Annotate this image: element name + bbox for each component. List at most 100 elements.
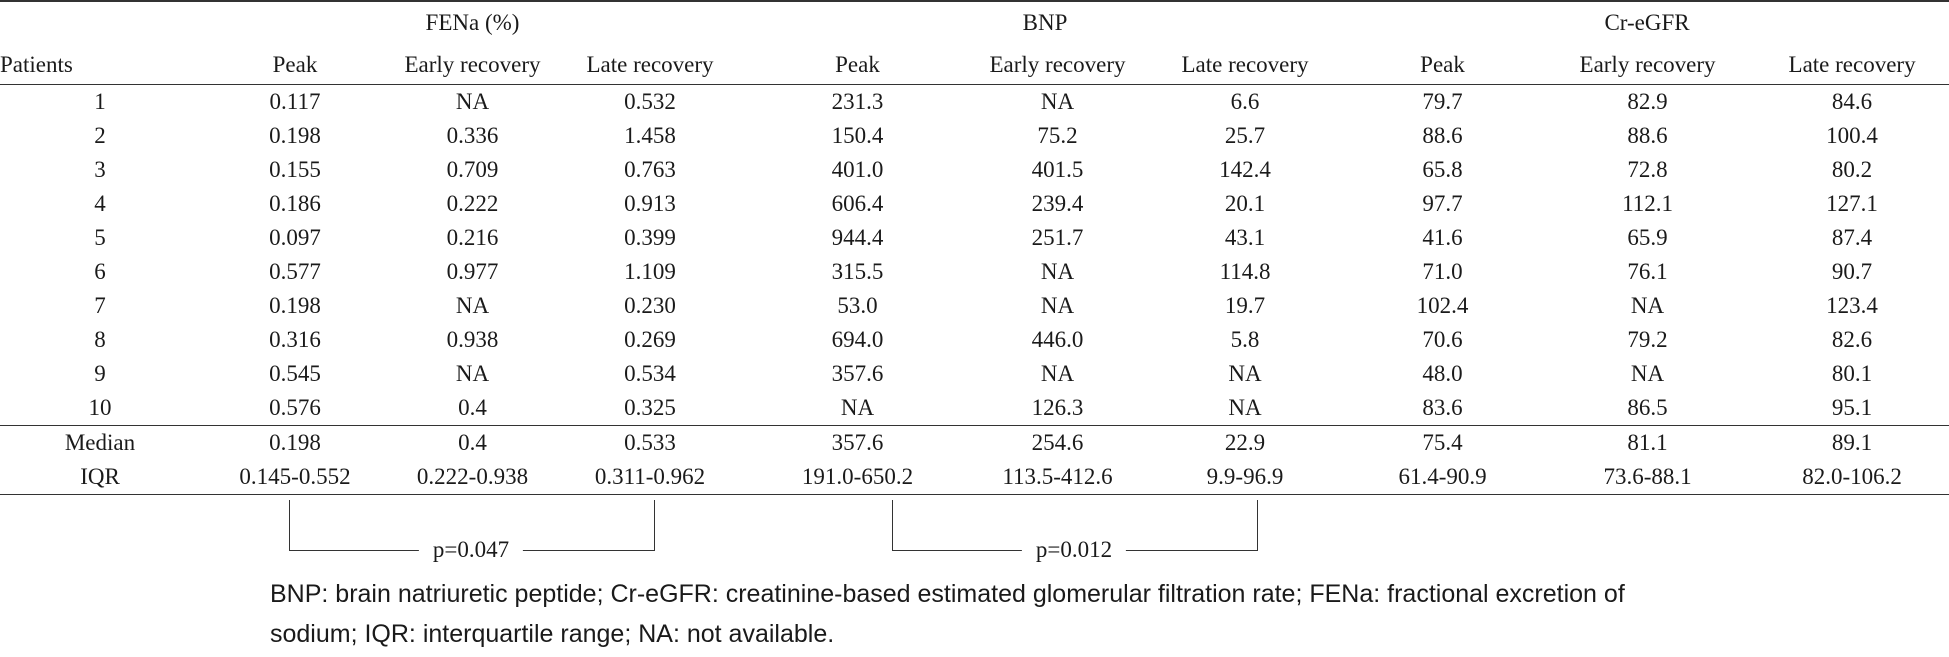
patient-number: 10 [88,395,112,420]
group-header-cregfr: Cr-eGFR [1604,10,1690,35]
cell-cregfr-late: 95.1 [1831,395,1873,420]
subheader-fena-late: Late recovery [555,46,745,85]
cell-bnp-early: NA [1040,89,1075,114]
stat-bnp-peak: 191.0-650.2 [745,460,970,495]
cell-cregfr-late: 84.6 [1831,89,1873,114]
stat-bnp-late: 9.9-96.9 [1145,460,1346,495]
cell-bnp-early: NA [1040,293,1075,318]
cell-cregfr-early: 86.5 [1627,395,1668,420]
cell-bnp-late: NA [1228,361,1262,386]
cell-fena-late: 0.269 [624,327,676,352]
cell-fena-peak: 0.198 [269,123,321,148]
cell-fena-early: 0.938 [446,327,499,352]
patient-number: 6 [94,259,106,284]
cell-cregfr-late: 100.4 [1826,123,1878,148]
cell-cregfr-peak: 48.0 [1422,361,1463,386]
stat-fena-peak: 0.145-0.552 [200,460,390,495]
stat-row: IQR 0.145-0.552 0.222-0.938 0.311-0.962 191.… [0,460,1949,495]
cell-cregfr-late: 127.1 [1826,191,1878,216]
cell-cregfr-early: 65.9 [1627,225,1668,250]
group-header-bnp: BNP [1022,10,1068,35]
cell-fena-early: NA [455,89,490,114]
cell-cregfr-peak: 83.6 [1422,395,1463,420]
cell-fena-peak: 0.198 [269,293,321,318]
cell-fena-peak: 0.097 [269,225,321,250]
patient-number: 7 [94,293,106,318]
cell-fena-peak: 0.117 [269,89,321,114]
cell-cregfr-peak: 88.6 [1422,123,1463,148]
cell-fena-peak: 0.155 [269,157,321,182]
cell-cregfr-early: 82.9 [1627,89,1668,114]
stat-bnp-late: 22.9 [1145,425,1346,460]
cell-fena-early: 0.709 [446,157,499,182]
cell-fena-early: 0.4 [458,395,487,420]
cell-bnp-early: 126.3 [1031,395,1084,420]
subheader-fena-peak: Peak [200,46,390,85]
cell-bnp-peak: NA [840,395,875,420]
stat-cregfr-peak: 61.4-90.9 [1345,460,1541,495]
cell-bnp-peak: 401.0 [831,157,884,182]
subheader-cregfr-early: Early recovery [1540,46,1756,85]
stat-label: IQR [0,460,200,495]
cell-cregfr-late: 80.2 [1831,157,1873,182]
cell-fena-early: NA [455,293,490,318]
cell-bnp-peak: 606.4 [831,191,884,216]
cell-bnp-early: 251.7 [1031,225,1084,250]
cell-bnp-early: 75.2 [1037,123,1078,148]
table-row: 9 0.545 NA 0.534 357.6 NA NA 48.0 NA 80.1 [0,357,1949,391]
subheader-fena-early: Early recovery [390,46,555,85]
cell-bnp-late: 5.8 [1230,327,1260,352]
table-row: 4 0.186 0.222 0.913 606.4 239.4 20.1 97.7 112.1 1… [0,187,1949,221]
patient-number: 8 [94,327,106,352]
table-row: 3 0.155 0.709 0.763 401.0 401.5 142.4 65.8 72.8 8… [0,153,1949,187]
cell-bnp-peak: 150.4 [831,123,884,148]
patient-number: 1 [94,89,106,114]
stat-cregfr-peak: 75.4 [1345,425,1541,460]
cell-cregfr-late: 90.7 [1831,259,1873,284]
cell-cregfr-peak: 71.0 [1422,259,1463,284]
subheader-cregfr-late: Late recovery [1755,46,1949,85]
cell-fena-early: NA [455,361,490,386]
cell-fena-late: 1.109 [624,259,676,284]
patient-number: 2 [94,123,106,148]
cell-fena-late: 0.913 [624,191,676,216]
cell-cregfr-peak: 97.7 [1422,191,1463,216]
cell-fena-early: 0.216 [446,225,499,250]
cell-fena-late: 0.230 [624,293,676,318]
cell-bnp-late: 6.6 [1230,89,1260,114]
table-footnote: BNP: brain natriuretic peptide; Cr-eGFR:… [270,580,1625,648]
cell-cregfr-peak: 41.6 [1422,225,1463,250]
cell-bnp-early: NA [1040,361,1075,386]
cell-bnp-late: 43.1 [1224,225,1266,250]
results-table: FENa (%) BNP Cr-eGFR Patients Peak Early… [0,0,1949,495]
cell-fena-late: 0.399 [624,225,676,250]
cell-cregfr-early: 79.2 [1627,327,1668,352]
patients-header: Patients [0,46,200,85]
cell-bnp-early: NA [1040,259,1075,284]
cell-fena-late: 0.532 [624,89,676,114]
stat-fena-late: 0.311-0.962 [555,460,745,495]
cell-cregfr-peak: 70.6 [1422,327,1463,352]
group-header-row: FENa (%) BNP Cr-eGFR [0,0,1949,46]
comparison-label-bnp: p=0.012 [1021,537,1127,563]
cell-fena-peak: 0.545 [269,361,321,386]
cell-fena-late: 0.763 [624,157,676,182]
cell-fena-early: 0.222 [446,191,499,216]
cell-bnp-early: 446.0 [1031,327,1084,352]
cell-fena-peak: 0.186 [269,191,321,216]
stat-cregfr-early: 81.1 [1540,425,1756,460]
table-body: 1 0.117 NA 0.532 231.3 NA 6.6 79.7 82.9 84.6 2 0.19… [0,85,1949,495]
subheader-bnp-peak: Peak [745,46,970,85]
cell-bnp-late: NA [1228,395,1262,420]
cell-bnp-early: 239.4 [1031,191,1084,216]
subheader-bnp-late: Late recovery [1145,46,1346,85]
stat-fena-early: 0.222-0.938 [390,460,555,495]
comparison-label-fena: p=0.047 [418,537,524,563]
cell-cregfr-peak: 65.8 [1422,157,1463,182]
cell-fena-late: 1.458 [624,123,676,148]
cell-cregfr-late: 123.4 [1826,293,1878,318]
cell-fena-late: 0.534 [624,361,676,386]
cell-cregfr-late: 80.1 [1831,361,1873,386]
table-row: 1 0.117 NA 0.532 231.3 NA 6.6 79.7 82.9 84.6 [0,85,1949,120]
table-top-rule [0,0,1949,2]
